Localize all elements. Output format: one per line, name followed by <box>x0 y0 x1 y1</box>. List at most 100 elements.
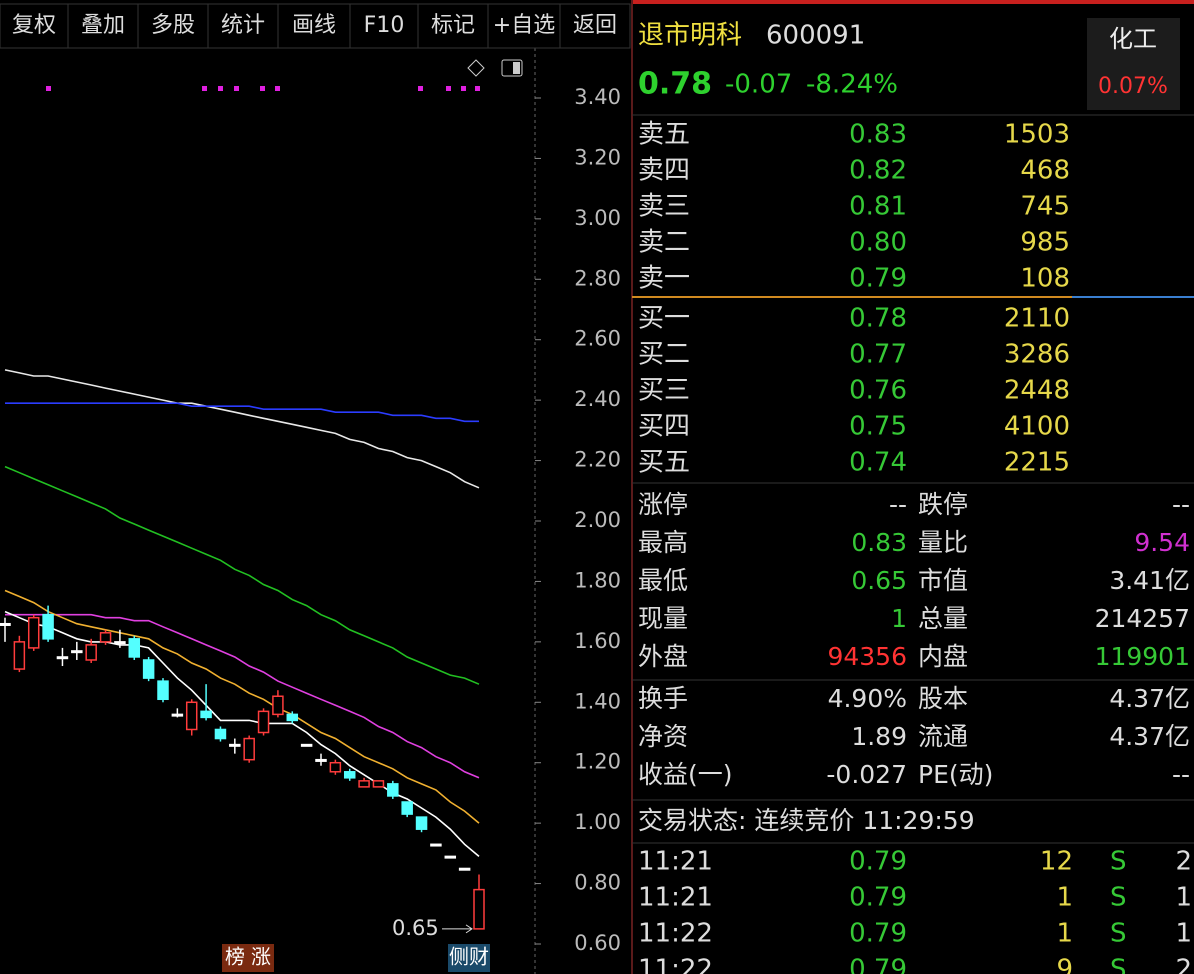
sector-pct[interactable]: 0.07% <box>1098 74 1168 99</box>
toolbar-label[interactable]: 返回 <box>573 13 617 38</box>
candle-body <box>128 638 141 658</box>
candle-body <box>27 616 40 649</box>
candle-body <box>114 641 126 645</box>
change-pct: -8.24% <box>806 70 898 100</box>
trade-volume: 1 <box>1056 919 1073 949</box>
candle-body <box>85 644 97 661</box>
signal-dot <box>46 86 51 91</box>
book-label: 卖三 <box>638 192 690 222</box>
book-price: 0.79 <box>849 264 907 294</box>
y-tick-label: 2.80 <box>574 266 621 290</box>
candle-body <box>257 710 270 734</box>
diamond-icon[interactable] <box>467 59 485 77</box>
trade-count: 2 <box>1175 955 1192 974</box>
book-label: 买一 <box>638 304 690 334</box>
signal-dot <box>234 86 239 91</box>
book-label: 卖五 <box>638 120 690 150</box>
candle-body <box>56 656 69 660</box>
candle-body <box>0 622 11 626</box>
stock-code: 600091 <box>766 21 865 51</box>
stat-value: 4.37亿 <box>1109 684 1190 713</box>
candle-body <box>243 737 255 761</box>
toolbar-button[interactable] <box>277 3 351 49</box>
y-tick-label: 0.80 <box>574 871 621 895</box>
signal-dots <box>46 86 480 91</box>
book-volume: 4100 <box>1004 412 1070 442</box>
candle-body <box>42 613 54 640</box>
badge-label[interactable]: 榜 <box>225 945 245 969</box>
book-price: 0.77 <box>849 340 907 370</box>
stat-label: 净资 <box>638 722 688 751</box>
stat-label: 外盘 <box>638 642 688 671</box>
candle-body <box>13 641 26 670</box>
toolbar-label[interactable]: 画线 <box>292 13 336 38</box>
book-price: 0.82 <box>849 156 907 186</box>
top-accent <box>632 0 1194 4</box>
book-label: 买三 <box>638 376 690 406</box>
candle-body <box>157 680 169 701</box>
stat-value: 1.89 <box>851 722 907 751</box>
y-tick-label: 1.00 <box>574 810 621 834</box>
book-volume: 745 <box>1020 192 1070 222</box>
toolbar-label[interactable]: 标记 <box>431 13 475 38</box>
toolbar-button[interactable] <box>67 3 139 49</box>
stat-value: 4.37亿 <box>1109 722 1190 751</box>
toolbar-label[interactable]: 多股 <box>151 13 195 38</box>
trade-time: 11:21 <box>638 883 713 913</box>
candle-body <box>185 701 198 731</box>
stat-label: 换手 <box>638 684 688 713</box>
toolbar-button[interactable] <box>559 3 631 49</box>
trade-price: 0.79 <box>849 883 907 913</box>
signal-dot <box>446 86 451 91</box>
candle-body <box>214 728 227 740</box>
stock-name: 退市明科 <box>638 21 742 51</box>
signal-dot <box>475 86 480 91</box>
toolbar-label[interactable]: 复权 <box>12 13 56 38</box>
badge[interactable] <box>222 944 248 972</box>
sector-box[interactable] <box>1087 18 1180 110</box>
stat-value: 214257 <box>1095 604 1190 633</box>
signal-dot <box>260 86 265 91</box>
y-tick-label: 3.40 <box>574 85 621 109</box>
toolbar-label[interactable]: 统计 <box>221 13 265 38</box>
trade-count: 2 <box>1175 847 1192 877</box>
toolbar-button[interactable] <box>417 3 489 49</box>
trade-time: 11:21 <box>638 847 713 877</box>
y-tick-label: 1.60 <box>574 629 621 653</box>
y-tick-label: 2.00 <box>574 508 621 532</box>
stat-value: 119901 <box>1095 642 1190 671</box>
stat-value: 3.41亿 <box>1109 566 1190 595</box>
moving-average <box>4 369 480 489</box>
stat-value: -0.027 <box>826 760 907 789</box>
sector-name[interactable]: 化工 <box>1109 25 1157 53</box>
trade-count: 1 <box>1175 883 1192 913</box>
toolbar-button[interactable] <box>487 3 561 49</box>
stat-label: 收益(一) <box>638 760 733 789</box>
change: -0.07 <box>725 70 792 100</box>
signal-dot <box>461 86 466 91</box>
toolbar-label[interactable]: 叠加 <box>81 13 125 38</box>
stat-label: PE(动) <box>918 760 993 789</box>
badge-label[interactable]: 侧财 <box>449 945 489 969</box>
moving-average <box>4 589 480 824</box>
book-label: 买四 <box>638 412 690 442</box>
badge[interactable] <box>248 944 274 972</box>
toolbar-label[interactable]: F10 <box>364 13 405 38</box>
toolbar-button[interactable] <box>137 3 209 49</box>
candle-body <box>71 650 83 654</box>
stat-value: -- <box>1172 760 1190 789</box>
trade-volume: 1 <box>1056 883 1073 913</box>
book-price: 0.75 <box>849 412 907 442</box>
low-label: 0.65 <box>392 916 439 940</box>
panel-icon[interactable] <box>501 59 523 77</box>
stat-value: 0.83 <box>851 528 907 557</box>
toolbar-label[interactable]: +自选 <box>493 13 555 38</box>
signal-dot <box>275 86 280 91</box>
toolbar-button[interactable] <box>207 3 279 49</box>
candle-body <box>372 780 385 788</box>
stat-label: 市值 <box>918 566 968 595</box>
badge[interactable] <box>448 944 490 972</box>
badge-label[interactable]: 涨 <box>251 945 271 969</box>
book-volume: 1503 <box>1004 120 1070 150</box>
y-tick-label: 2.40 <box>574 387 621 411</box>
